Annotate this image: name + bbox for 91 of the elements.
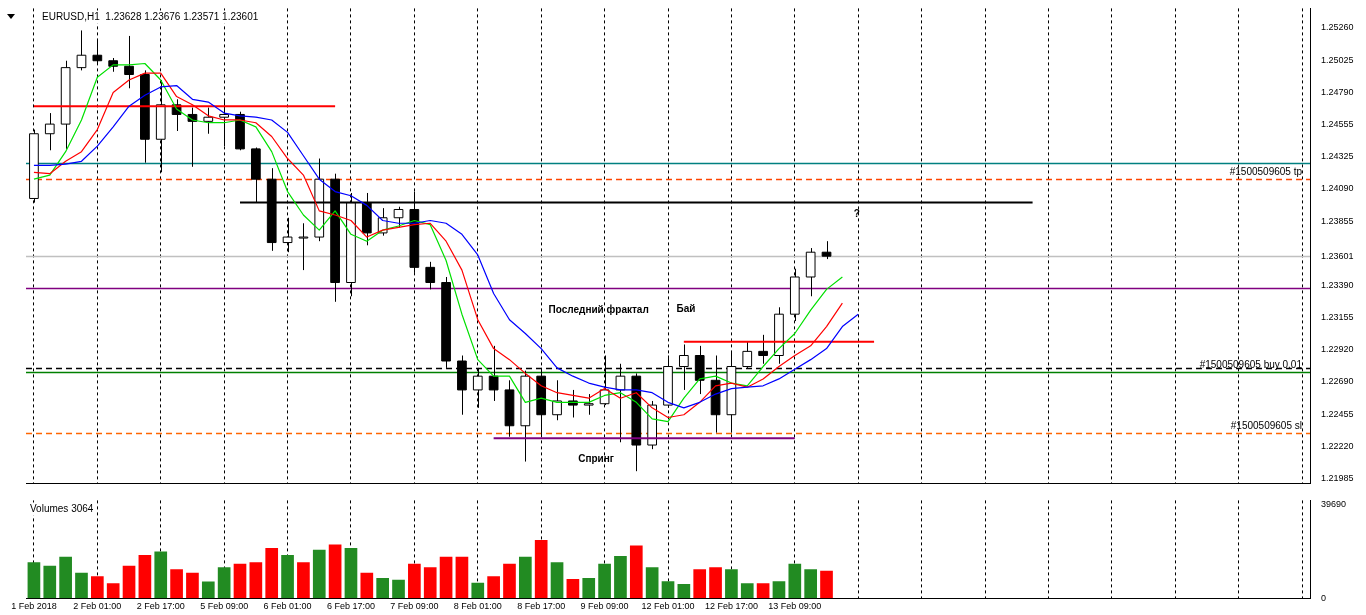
ref-line-label: #1500509605 buy 0.01 <box>1199 359 1303 371</box>
bar <box>661 581 675 599</box>
candlestick <box>568 389 578 418</box>
y-tick-label: 1.24790 <box>1321 86 1354 97</box>
bar <box>645 567 659 599</box>
chart-title: EURUSD,H1 1.23628 1.23676 1.23571 1.23601 <box>42 11 259 23</box>
annotation: Последний фрактал <box>548 303 649 315</box>
bar <box>518 556 532 599</box>
bar <box>582 577 596 599</box>
x-tick-label: 5 Feb 09:00 <box>200 601 249 612</box>
bar <box>804 569 818 599</box>
x-tick-label: 12 Feb 17:00 <box>704 601 758 612</box>
y-tick-label: 1.23601 <box>1321 250 1354 261</box>
x-tick-label: 1 Feb 2018 <box>11 601 57 612</box>
bar <box>629 545 643 599</box>
bar <box>756 583 770 599</box>
bar <box>186 572 199 599</box>
bar <box>201 581 215 599</box>
bar <box>566 579 580 599</box>
bar <box>328 544 342 599</box>
annotation: Бай <box>676 302 696 314</box>
bar <box>598 563 611 599</box>
bar <box>423 567 437 599</box>
bar <box>677 584 691 599</box>
bar <box>170 569 183 599</box>
bar <box>740 583 754 599</box>
bar <box>106 583 120 599</box>
bar <box>614 556 627 599</box>
x-tick-label: 12 Feb 01:00 <box>641 601 695 612</box>
x-tick-label: 2 Feb 01:00 <box>73 601 122 612</box>
bar <box>138 555 152 599</box>
y-tick-label: 1.22455 <box>1321 408 1354 419</box>
bar <box>534 539 548 599</box>
ref-line-label: #1500509605 tp <box>1229 166 1303 178</box>
bar <box>439 556 453 599</box>
x-tick-label: 8 Feb 01:00 <box>453 601 502 612</box>
bar <box>43 565 57 599</box>
y-tick-label: 39690 <box>1321 499 1347 510</box>
y-tick-label: 1.25025 <box>1321 54 1354 65</box>
bar <box>455 556 469 599</box>
x-tick-label: 6 Feb 01:00 <box>263 601 312 612</box>
x-tick-label: 9 Feb 09:00 <box>580 601 629 612</box>
x-tick-label: 6 Feb 17:00 <box>326 601 375 612</box>
annotation: Спринг <box>578 452 614 464</box>
bar <box>360 572 374 599</box>
y-tick-label: 1.23855 <box>1321 215 1354 226</box>
x-tick-label: 7 Feb 09:00 <box>390 601 439 612</box>
y-tick-label: 1.24325 <box>1321 150 1354 161</box>
y-tick-label: 1.21985 <box>1321 473 1354 484</box>
chart-title: Volumes 3064 <box>30 503 94 515</box>
y-tick-label: 1.22220 <box>1321 440 1354 451</box>
bar <box>709 567 722 599</box>
bar <box>820 570 833 599</box>
bar <box>471 582 485 599</box>
y-tick-label: 1.22920 <box>1321 344 1354 355</box>
bar <box>772 581 786 599</box>
y-tick-label: 1.24090 <box>1321 183 1354 194</box>
bar <box>27 562 41 599</box>
bar <box>281 555 294 599</box>
ref-line-label: #1500509605 sl <box>1230 420 1302 432</box>
bar <box>376 577 390 599</box>
bar <box>59 556 72 599</box>
bar <box>249 562 263 599</box>
y-tick-label: 1.23390 <box>1321 279 1354 290</box>
annotation: ? <box>853 208 860 220</box>
bar <box>503 563 516 599</box>
bar <box>344 548 358 599</box>
bar <box>233 563 247 599</box>
y-tick-label: 1.22690 <box>1321 376 1354 387</box>
bar <box>265 548 279 599</box>
bar <box>408 563 421 599</box>
bar <box>297 562 310 599</box>
y-tick-label: 0 <box>1321 592 1327 603</box>
bar <box>550 562 564 599</box>
bar <box>90 576 104 599</box>
x-tick-label: 13 Feb 09:00 <box>768 601 822 612</box>
bar <box>392 579 405 599</box>
bar <box>75 572 88 599</box>
bar <box>487 576 500 599</box>
bar <box>122 565 136 599</box>
x-tick-label: 2 Feb 17:00 <box>136 601 185 612</box>
y-tick-label: 1.24555 <box>1321 119 1354 130</box>
bar <box>312 549 326 599</box>
y-tick-label: 1.23155 <box>1321 312 1354 323</box>
bar <box>217 567 231 599</box>
y-tick-label: 1.25260 <box>1321 22 1354 33</box>
bar <box>693 569 707 599</box>
bar <box>788 563 802 599</box>
bar <box>725 569 738 599</box>
bar <box>154 551 168 599</box>
x-tick-label: 8 Feb 17:00 <box>517 601 566 612</box>
